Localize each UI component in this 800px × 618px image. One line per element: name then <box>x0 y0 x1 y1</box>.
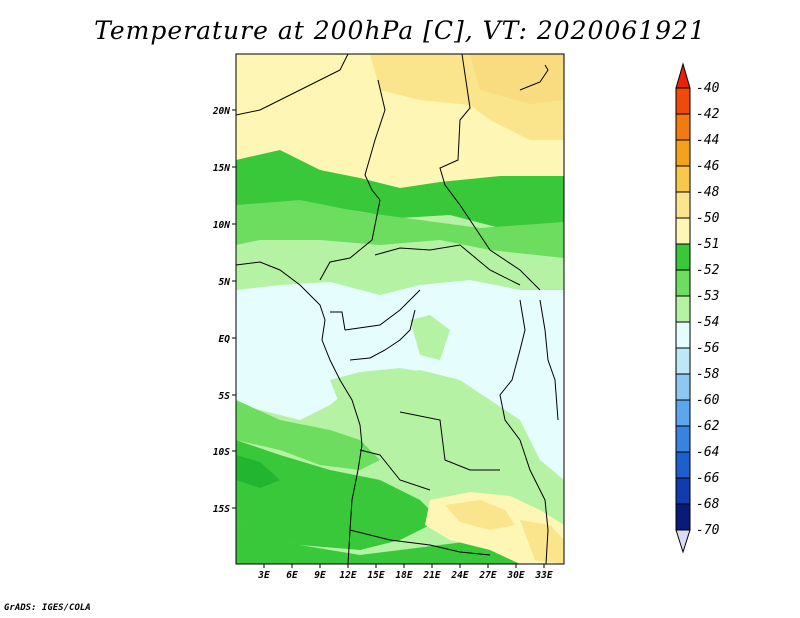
temperature-field <box>236 54 564 564</box>
country-borders <box>236 54 559 564</box>
colorbar-label: -46 <box>696 159 720 174</box>
colorbar-label: -48 <box>696 185 720 200</box>
lon-label: 15E <box>367 570 384 581</box>
colorbar-label: -60 <box>696 393 720 408</box>
colorbar-label: -62 <box>696 419 720 434</box>
colorbar-swatch <box>675 451 691 479</box>
colorbar-swatch <box>675 321 691 349</box>
colorbar-label: -64 <box>696 445 719 460</box>
colorbar-swatch <box>675 425 691 453</box>
lat-label: 10S <box>213 447 230 458</box>
colorbar-label: -50 <box>696 211 720 226</box>
colorbar-swatch <box>675 477 691 505</box>
credit-label: GrADS: IGES/COLA <box>4 603 91 613</box>
colorbar-label: -40 <box>696 81 720 96</box>
colorbar-label: -42 <box>696 107 720 122</box>
lat-label: EQ <box>219 334 231 345</box>
colorbar-label: -58 <box>696 367 720 382</box>
lat-ticks <box>232 109 236 509</box>
colorbar-label: -66 <box>696 471 720 486</box>
map-title: Temperature at 200hPa [C], VT: 202006192… <box>94 16 706 45</box>
lon-label: 6E <box>286 570 298 581</box>
colorbar-swatch <box>675 191 691 219</box>
lat-label: 10N <box>213 220 230 231</box>
lon-ticks <box>263 564 545 568</box>
map-frame <box>235 53 565 565</box>
colorbar-swatch <box>675 243 691 271</box>
colorbar-label: -44 <box>696 133 719 148</box>
lat-label: 15S <box>213 504 230 515</box>
lat-label: 15N <box>213 163 230 174</box>
colorbar-top-arrow <box>675 62 691 89</box>
lon-label: 24E <box>450 570 468 581</box>
lat-label: 5N <box>219 277 231 288</box>
colorbar-label: -53 <box>696 289 719 304</box>
lon-label: 3E <box>257 570 270 581</box>
colorbar-swatch <box>675 217 691 245</box>
colorbar-swatch <box>675 503 691 531</box>
colorbar-swatch <box>675 399 691 427</box>
lon-label: 27E <box>478 570 496 581</box>
colorbar-label: -54 <box>696 315 719 330</box>
colorbar-swatch <box>675 373 691 401</box>
lon-label: 12E <box>339 570 356 581</box>
colorbar-label: -68 <box>696 497 720 512</box>
colorbar-label: -51 <box>696 237 719 252</box>
colorbar-bottom-arrow <box>675 529 691 554</box>
lon-label: 21E <box>422 570 440 581</box>
lat-label: 5S <box>219 391 231 402</box>
colorbar-swatch <box>675 269 691 297</box>
colorbar-label: -70 <box>696 523 720 538</box>
lon-label: 30E <box>506 570 524 581</box>
colorbar-swatch <box>675 87 691 115</box>
colorbar-swatch <box>675 295 691 323</box>
colorbar-label: -52 <box>696 263 720 278</box>
lon-label: 9E <box>314 570 326 581</box>
colorbar-swatch <box>675 347 691 375</box>
colorbar: -40 -42 -44 -46 -48 -50 -51 -52 -53 -54 -56 -58 -60 -… <box>675 62 720 554</box>
lon-label: 33E <box>534 570 552 581</box>
lon-label: 18E <box>395 570 412 581</box>
colorbar-swatch <box>675 139 691 167</box>
colorbar-label: -56 <box>696 341 720 356</box>
colorbar-swatch <box>675 165 691 193</box>
colorbar-swatch <box>675 113 691 141</box>
lat-label: 20N <box>212 106 230 117</box>
